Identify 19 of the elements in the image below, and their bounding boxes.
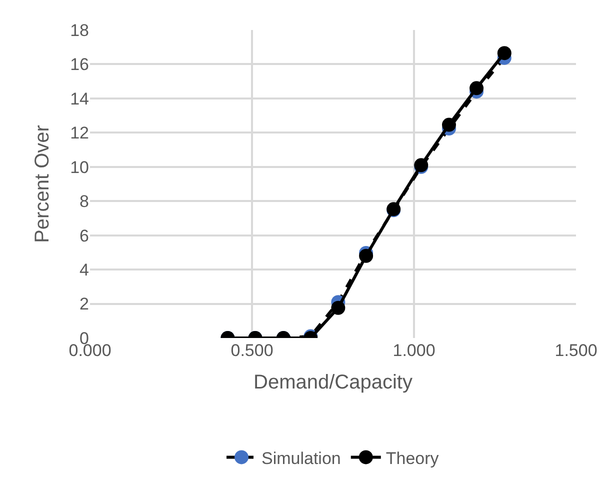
point (442, 118, 456, 132)
x-tick-label: 1.000 (392, 341, 436, 360)
y-tick-label: 18 (70, 20, 89, 40)
y-tick-label: 8 (80, 192, 89, 212)
y-tick-label: 2 (80, 294, 89, 314)
y-tick-label: 6 (80, 226, 89, 246)
legend-label: Theory (386, 448, 440, 468)
point (470, 81, 484, 96)
y-tick-label: 16 (70, 55, 89, 74)
y-tick-label: 14 (70, 89, 89, 108)
y-axis-title: Percent Over (32, 124, 54, 243)
legend-label: Simulation (262, 448, 341, 468)
y-tick-label: 12 (70, 124, 89, 143)
x-tick-label: 1.500 (554, 341, 598, 360)
x-axis-title: Demand/Capacity (254, 372, 412, 394)
point (497, 46, 512, 60)
x-tick-label: 0.500 (230, 341, 274, 360)
y-tick-label: 10 (70, 158, 89, 177)
y-tick-label: 4 (80, 260, 89, 280)
